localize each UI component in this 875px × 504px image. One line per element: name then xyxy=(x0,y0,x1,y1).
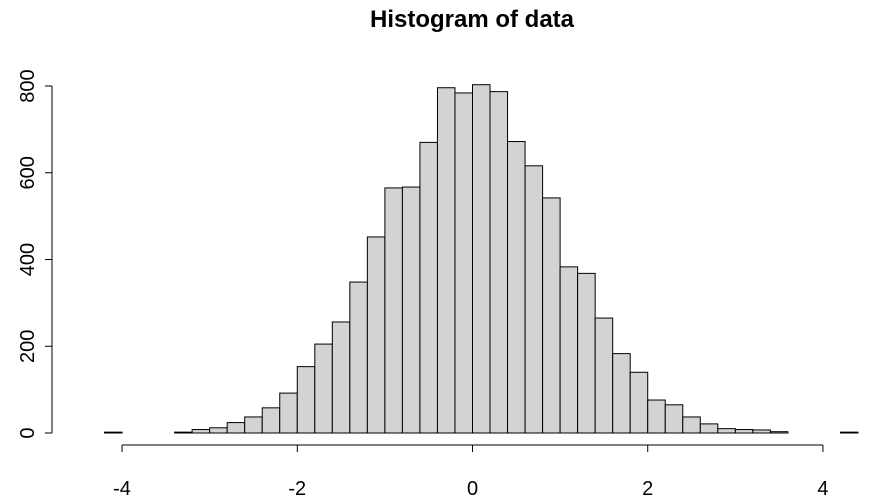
histogram-bar xyxy=(472,84,491,434)
histogram-bar xyxy=(647,399,666,434)
y-tick-label: 400 xyxy=(17,243,39,276)
histogram-bar xyxy=(524,165,544,434)
histogram-bar xyxy=(349,281,368,434)
histogram-bar xyxy=(226,422,246,434)
histogram-bar xyxy=(752,429,771,434)
histogram-bar xyxy=(401,186,421,434)
histogram-bar xyxy=(279,392,298,434)
histogram-bar xyxy=(244,416,263,434)
histogram-bar xyxy=(507,141,526,434)
histogram-bar xyxy=(209,427,228,434)
histogram-bar xyxy=(717,428,736,434)
y-tick-label: 0 xyxy=(17,427,39,438)
histogram-bar xyxy=(331,321,351,434)
histogram-bar xyxy=(104,431,123,434)
histogram-bar xyxy=(682,416,701,434)
histogram-bar xyxy=(839,431,859,434)
histogram-bar xyxy=(542,197,561,434)
histogram-bar xyxy=(699,423,719,434)
chart-title: Histogram of data xyxy=(370,6,575,33)
y-axis: 0 200 400 600 800 xyxy=(17,69,53,439)
histogram-bar xyxy=(577,272,596,434)
histogram-bar xyxy=(261,407,281,434)
x-tick-label: 2 xyxy=(642,478,653,500)
histogram-bar xyxy=(664,404,684,434)
histogram-bar xyxy=(769,431,789,434)
histogram-bar xyxy=(559,266,579,434)
histogram-bar xyxy=(612,353,631,434)
histogram-bar xyxy=(314,343,333,434)
histogram-bar xyxy=(629,371,649,434)
x-tick-label: -2 xyxy=(288,478,306,500)
x-axis: -4 -2 0 2 4 xyxy=(113,444,829,500)
y-tick-label: 200 xyxy=(17,330,39,363)
histogram-bar xyxy=(436,87,456,434)
y-tick-label: 800 xyxy=(17,69,39,102)
x-tick-label: 0 xyxy=(467,478,478,500)
y-tick-label: 600 xyxy=(17,156,39,189)
histogram-bar xyxy=(734,429,754,434)
x-tick-label: -4 xyxy=(113,478,131,500)
histogram-bar xyxy=(489,91,509,434)
histogram-bar xyxy=(174,431,193,434)
histogram-bars xyxy=(104,84,859,434)
histogram-bar xyxy=(419,141,438,434)
histogram-bar xyxy=(191,429,211,434)
histogram-bar xyxy=(296,366,316,434)
x-tick-label: 4 xyxy=(817,478,828,500)
histogram-bar xyxy=(454,92,474,434)
histogram-bar xyxy=(594,317,614,434)
histogram-bar xyxy=(366,236,386,434)
histogram-bar xyxy=(384,187,403,434)
